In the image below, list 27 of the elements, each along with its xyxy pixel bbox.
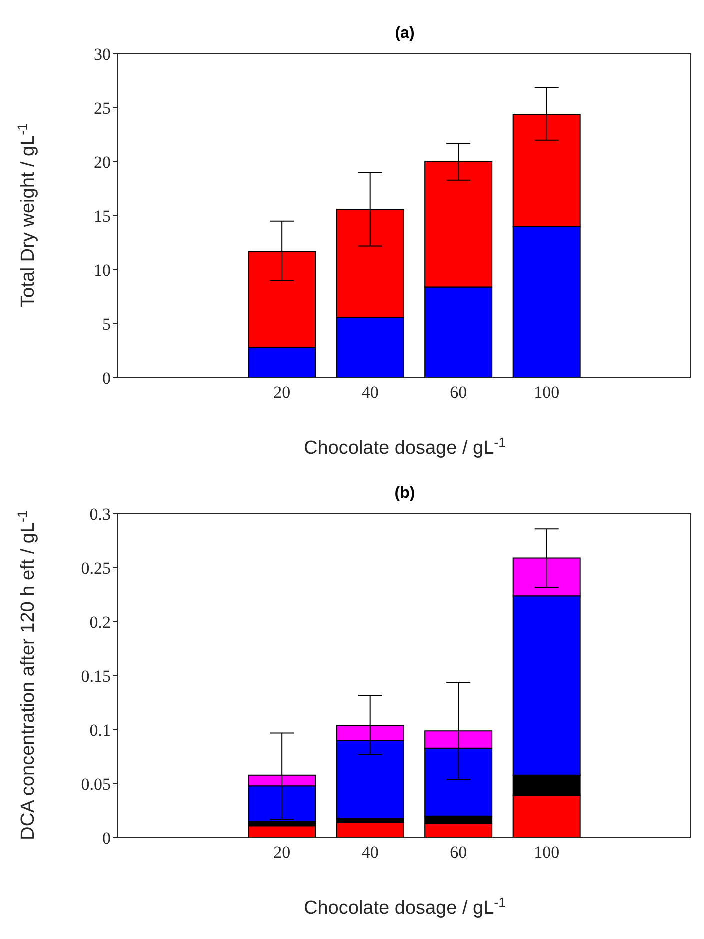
y-tick-label: 0.25 <box>81 559 111 578</box>
y-tick-label: 0 <box>102 829 111 848</box>
y-tick-label: 30 <box>94 45 111 64</box>
x-tick-label: 60 <box>450 383 468 402</box>
y-tick-label: 5 <box>102 315 111 334</box>
x-axis-title: Chocolate dosage / gL$^{-1}$ <box>304 434 506 459</box>
y-tick-label: 0.3 <box>90 505 111 524</box>
y-tick-label: 15 <box>94 207 111 226</box>
x-tick-label: 100 <box>534 383 560 402</box>
y-tick-label: 10 <box>94 261 111 280</box>
y-tick-label: 0.2 <box>90 613 111 632</box>
x-tick-label: 60 <box>450 843 468 862</box>
y-tick-label: 0 <box>102 369 111 388</box>
y-tick-label: 25 <box>94 99 111 118</box>
x-tick-label: 40 <box>362 843 379 862</box>
y-tick-label: 0.1 <box>90 721 111 740</box>
x-tick-label: 40 <box>362 383 379 402</box>
y-tick-label: 20 <box>94 153 111 172</box>
x-tick-label: 20 <box>274 843 291 862</box>
x-tick-label: 100 <box>534 843 560 862</box>
chart-title: (a) <box>395 25 415 42</box>
x-axis-title: Chocolate dosage / gL$^{-1}$ <box>304 894 506 919</box>
bar <box>336 822 404 838</box>
chart-title: (b) <box>394 485 416 502</box>
x-tick-label: 20 <box>274 383 291 402</box>
y-tick-label: 0.15 <box>81 667 111 686</box>
y-tick-label: 0.05 <box>81 775 111 794</box>
